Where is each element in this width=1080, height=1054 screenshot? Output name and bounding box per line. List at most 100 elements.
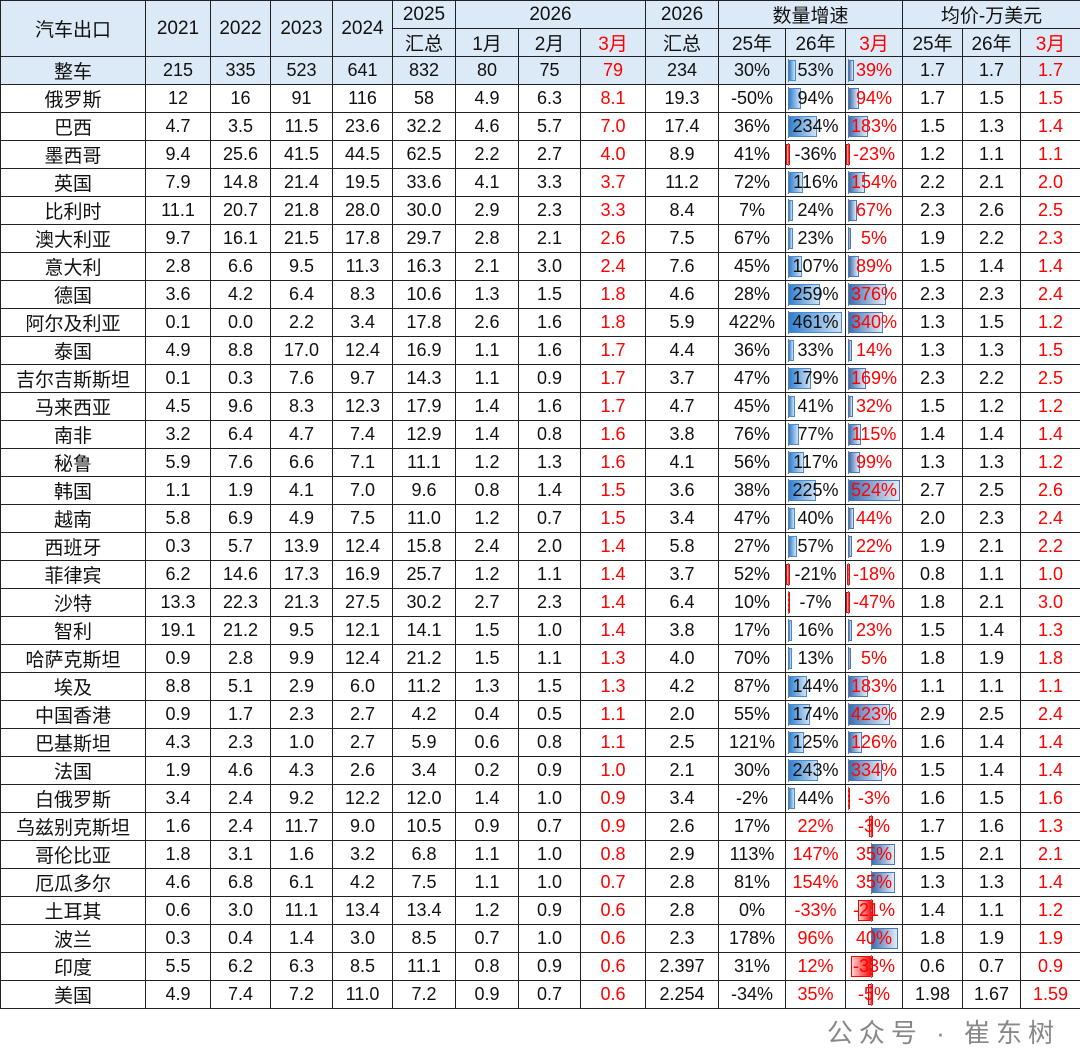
cell-value: 2.3 (920, 284, 945, 304)
cell: 80 (456, 57, 519, 85)
cell-value: 0.7 (537, 508, 562, 528)
cell-value: 23.6 (345, 116, 380, 136)
cell: 1.4 (456, 421, 519, 449)
cell: 1.8 (1021, 645, 1080, 673)
cell: 1.3 (1021, 617, 1080, 645)
cell: 2.7 (519, 141, 581, 169)
cell: 1.0 (519, 841, 581, 869)
cell-value: 1.2 (979, 396, 1004, 416)
cell: 4.7 (146, 113, 211, 141)
cell-value: 113% (730, 844, 775, 864)
bar-axis (788, 171, 789, 194)
cell-value: 3.8 (670, 424, 695, 444)
cell: 14.3 (393, 365, 456, 393)
country-name: 厄瓜多尔 (35, 874, 111, 895)
cell: 17.9 (393, 393, 456, 421)
cell-value: 7.9 (165, 172, 190, 192)
cell: 35% (786, 981, 846, 1009)
cell-value: 3.7 (670, 564, 695, 584)
cell-value: 0.9 (600, 816, 625, 836)
cell: 2.3 (1021, 225, 1080, 253)
cell-value: 8.9 (670, 144, 695, 164)
cell-value: 6.1 (289, 872, 314, 892)
cell: 12 (146, 85, 211, 113)
cell-value: 9.7 (165, 228, 190, 248)
cell: 1.3 (963, 449, 1021, 477)
bar-axis (848, 171, 849, 194)
cell-value: 2.7 (474, 592, 499, 612)
cell: 2.4 (1021, 281, 1080, 309)
cell: 13.4 (333, 897, 393, 925)
cell-value: 2.1 (979, 536, 1004, 556)
header-2026-sum-year: 2026 (646, 1, 719, 29)
cell: 2.4 (456, 533, 519, 561)
cell-value: 1.2 (474, 900, 499, 920)
cell-value: 641 (347, 60, 377, 80)
cell-value: 524% (851, 480, 897, 500)
cell: 1.6 (519, 393, 581, 421)
cell-value: 44% (798, 788, 834, 808)
cell: 2.1 (963, 169, 1021, 197)
cell-value: 0.9 (600, 788, 625, 808)
cell: 2.5 (1021, 365, 1080, 393)
bar-axis (788, 115, 789, 138)
data-bar (788, 788, 795, 809)
cell: 2.5 (1021, 197, 1080, 225)
cell-value: 0.4 (228, 928, 253, 948)
cell: 4.2 (393, 701, 456, 729)
cell: 2.3 (211, 729, 271, 757)
cell-value: 4.5 (165, 396, 190, 416)
cell-value: 23% (798, 228, 834, 248)
cell: 2.6 (456, 309, 519, 337)
cell: 1.0 (1021, 561, 1080, 589)
cell-value: 2.2 (474, 144, 499, 164)
cell: 1.5 (903, 757, 963, 785)
cell: 1.7 (903, 813, 963, 841)
cell: 20.7 (211, 197, 271, 225)
cell: 6.8 (211, 869, 271, 897)
country-name: 沙特 (54, 594, 92, 615)
cell-value: 25.7 (406, 564, 441, 584)
cell: 1.8 (903, 645, 963, 673)
cell-value: 2.6 (670, 816, 695, 836)
cell-value: 3.4 (670, 788, 695, 808)
cell: 2.1 (963, 841, 1021, 869)
cell-value: 4.6 (228, 760, 253, 780)
cell-value: 2.8 (228, 648, 253, 668)
cell-value: 1.8 (1038, 648, 1063, 668)
row-label: 法国 (1, 757, 146, 785)
cell: 7.2 (271, 981, 333, 1009)
cell: 0.6 (903, 953, 963, 981)
cell-value: 1.4 (1038, 872, 1063, 892)
bar-axis (848, 59, 849, 82)
cell: 5.9 (393, 729, 456, 757)
cell-value: 0.6 (165, 900, 190, 920)
cell-value: 8.3 (350, 284, 375, 304)
cell: 17% (719, 617, 786, 645)
cell-value: 4.9 (165, 340, 190, 360)
cell-value: 12.4 (345, 648, 380, 668)
cell-value: 81% (734, 872, 770, 892)
cell-value: 2.3 (979, 284, 1004, 304)
cell-value: 3.1 (228, 844, 253, 864)
bar-axis (788, 731, 789, 754)
cell: 0.8 (519, 729, 581, 757)
cell-value: 2.7 (350, 732, 375, 752)
cell-value: 27.5 (345, 592, 380, 612)
cell-value: 2.3 (228, 732, 253, 752)
cell: 4.6 (646, 281, 719, 309)
cell-value: 1.5 (979, 788, 1004, 808)
cell-value: 4.1 (474, 172, 499, 192)
cell-value: 1.3 (979, 452, 1004, 472)
cell: 8.3 (333, 281, 393, 309)
cell-value: 1.8 (600, 312, 625, 332)
cell: 11.0 (333, 981, 393, 1009)
cell-value: 0.8 (537, 424, 562, 444)
cell-value: 94% (856, 88, 892, 108)
cell: 0.8 (456, 477, 519, 505)
cell-value: 1.6 (1038, 788, 1063, 808)
cell: 67% (719, 225, 786, 253)
cell-value: 2.5 (670, 732, 695, 752)
cell-value: 1.67 (974, 984, 1009, 1004)
cell-value: 5.9 (411, 732, 436, 752)
